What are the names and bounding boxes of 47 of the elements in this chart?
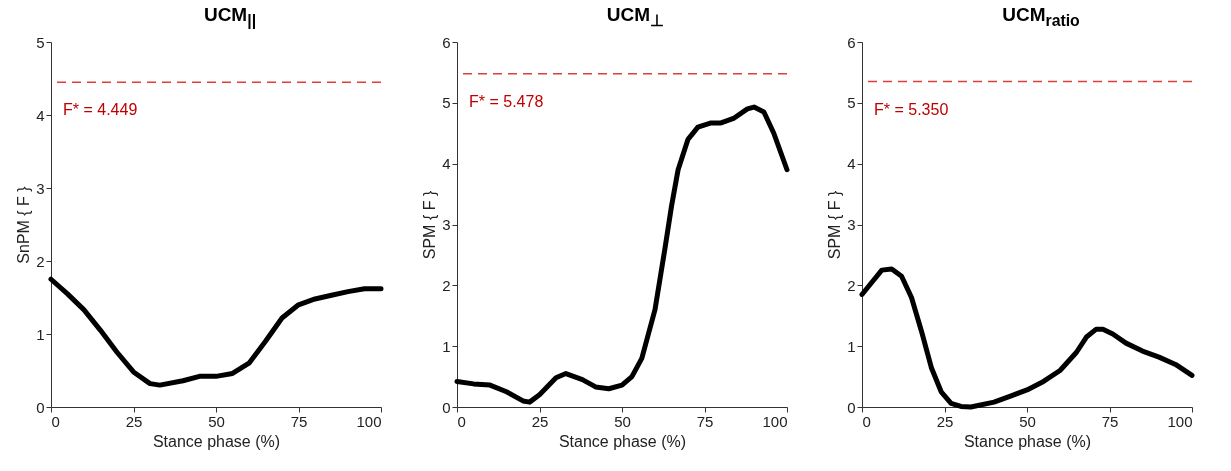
y-tick-label: 6 (441, 33, 450, 51)
y-tick-label: 0 (36, 398, 45, 416)
x-axis-title: Stance phase (%) (963, 432, 1092, 450)
ref-line-label: F* = 5.478 (468, 92, 543, 110)
y-axis-title: SnPM { F } (15, 185, 33, 264)
x-tick-label: 100 (761, 412, 787, 430)
x-tick-label: 75 (290, 412, 308, 430)
x-tick-label: 50 (208, 412, 225, 430)
x-tick-label: 0 (51, 412, 60, 430)
y-tick-label: 3 (847, 216, 856, 233)
y-tick-label: 5 (36, 33, 45, 51)
ref-line-label: F* = 4.449 (63, 101, 138, 119)
y-tick-label: 3 (441, 216, 450, 233)
x-tick-label: 25 (531, 412, 548, 430)
chart-title: UCM$_{||}$ (202, 3, 258, 30)
y-tick-label: 5 (441, 94, 450, 112)
x-tick-label: 0 (862, 412, 871, 430)
y-tick-label: 0 (847, 398, 856, 416)
y-tick-label: 1 (36, 325, 45, 343)
x-tick-label: 100 (356, 412, 382, 430)
y-tick-label: 4 (36, 106, 45, 124)
y-tick-label: 6 (847, 33, 856, 51)
chart-title: UCM$_{ratio}$ (1001, 3, 1081, 30)
x-tick-label: 75 (1101, 412, 1119, 430)
y-tick-label: 0 (441, 398, 450, 416)
y-tick-label: 2 (441, 276, 450, 294)
x-tick-label: 50 (613, 412, 631, 430)
y-axis-title: SPM { F } (420, 190, 438, 260)
y-tick-label: 4 (441, 155, 450, 173)
x-tick-label: 0 (457, 412, 466, 430)
y-tick-label: 1 (847, 337, 856, 355)
y-tick-label: 2 (36, 252, 45, 270)
x-tick-label: 25 (125, 412, 143, 430)
ref-line-label: F* = 5.350 (874, 100, 949, 118)
x-tick-label: 100 (1167, 412, 1193, 430)
x-tick-label: 25 (936, 412, 954, 430)
x-axis-title: Stance phase (%) (152, 432, 281, 450)
y-tick-label: 4 (847, 155, 856, 173)
y-tick-label: 3 (36, 179, 45, 197)
y-tick-label: 1 (441, 337, 450, 355)
y-tick-label: 2 (847, 276, 856, 294)
x-tick-label: 50 (1019, 412, 1036, 430)
chart-title: UCM$_{⊥}$ (605, 3, 666, 30)
x-axis-title: Stance phase (%) (558, 432, 686, 450)
y-tick-label: 5 (847, 94, 856, 112)
y-axis-title: SPM { F } (826, 190, 844, 260)
x-tick-label: 75 (696, 412, 713, 430)
